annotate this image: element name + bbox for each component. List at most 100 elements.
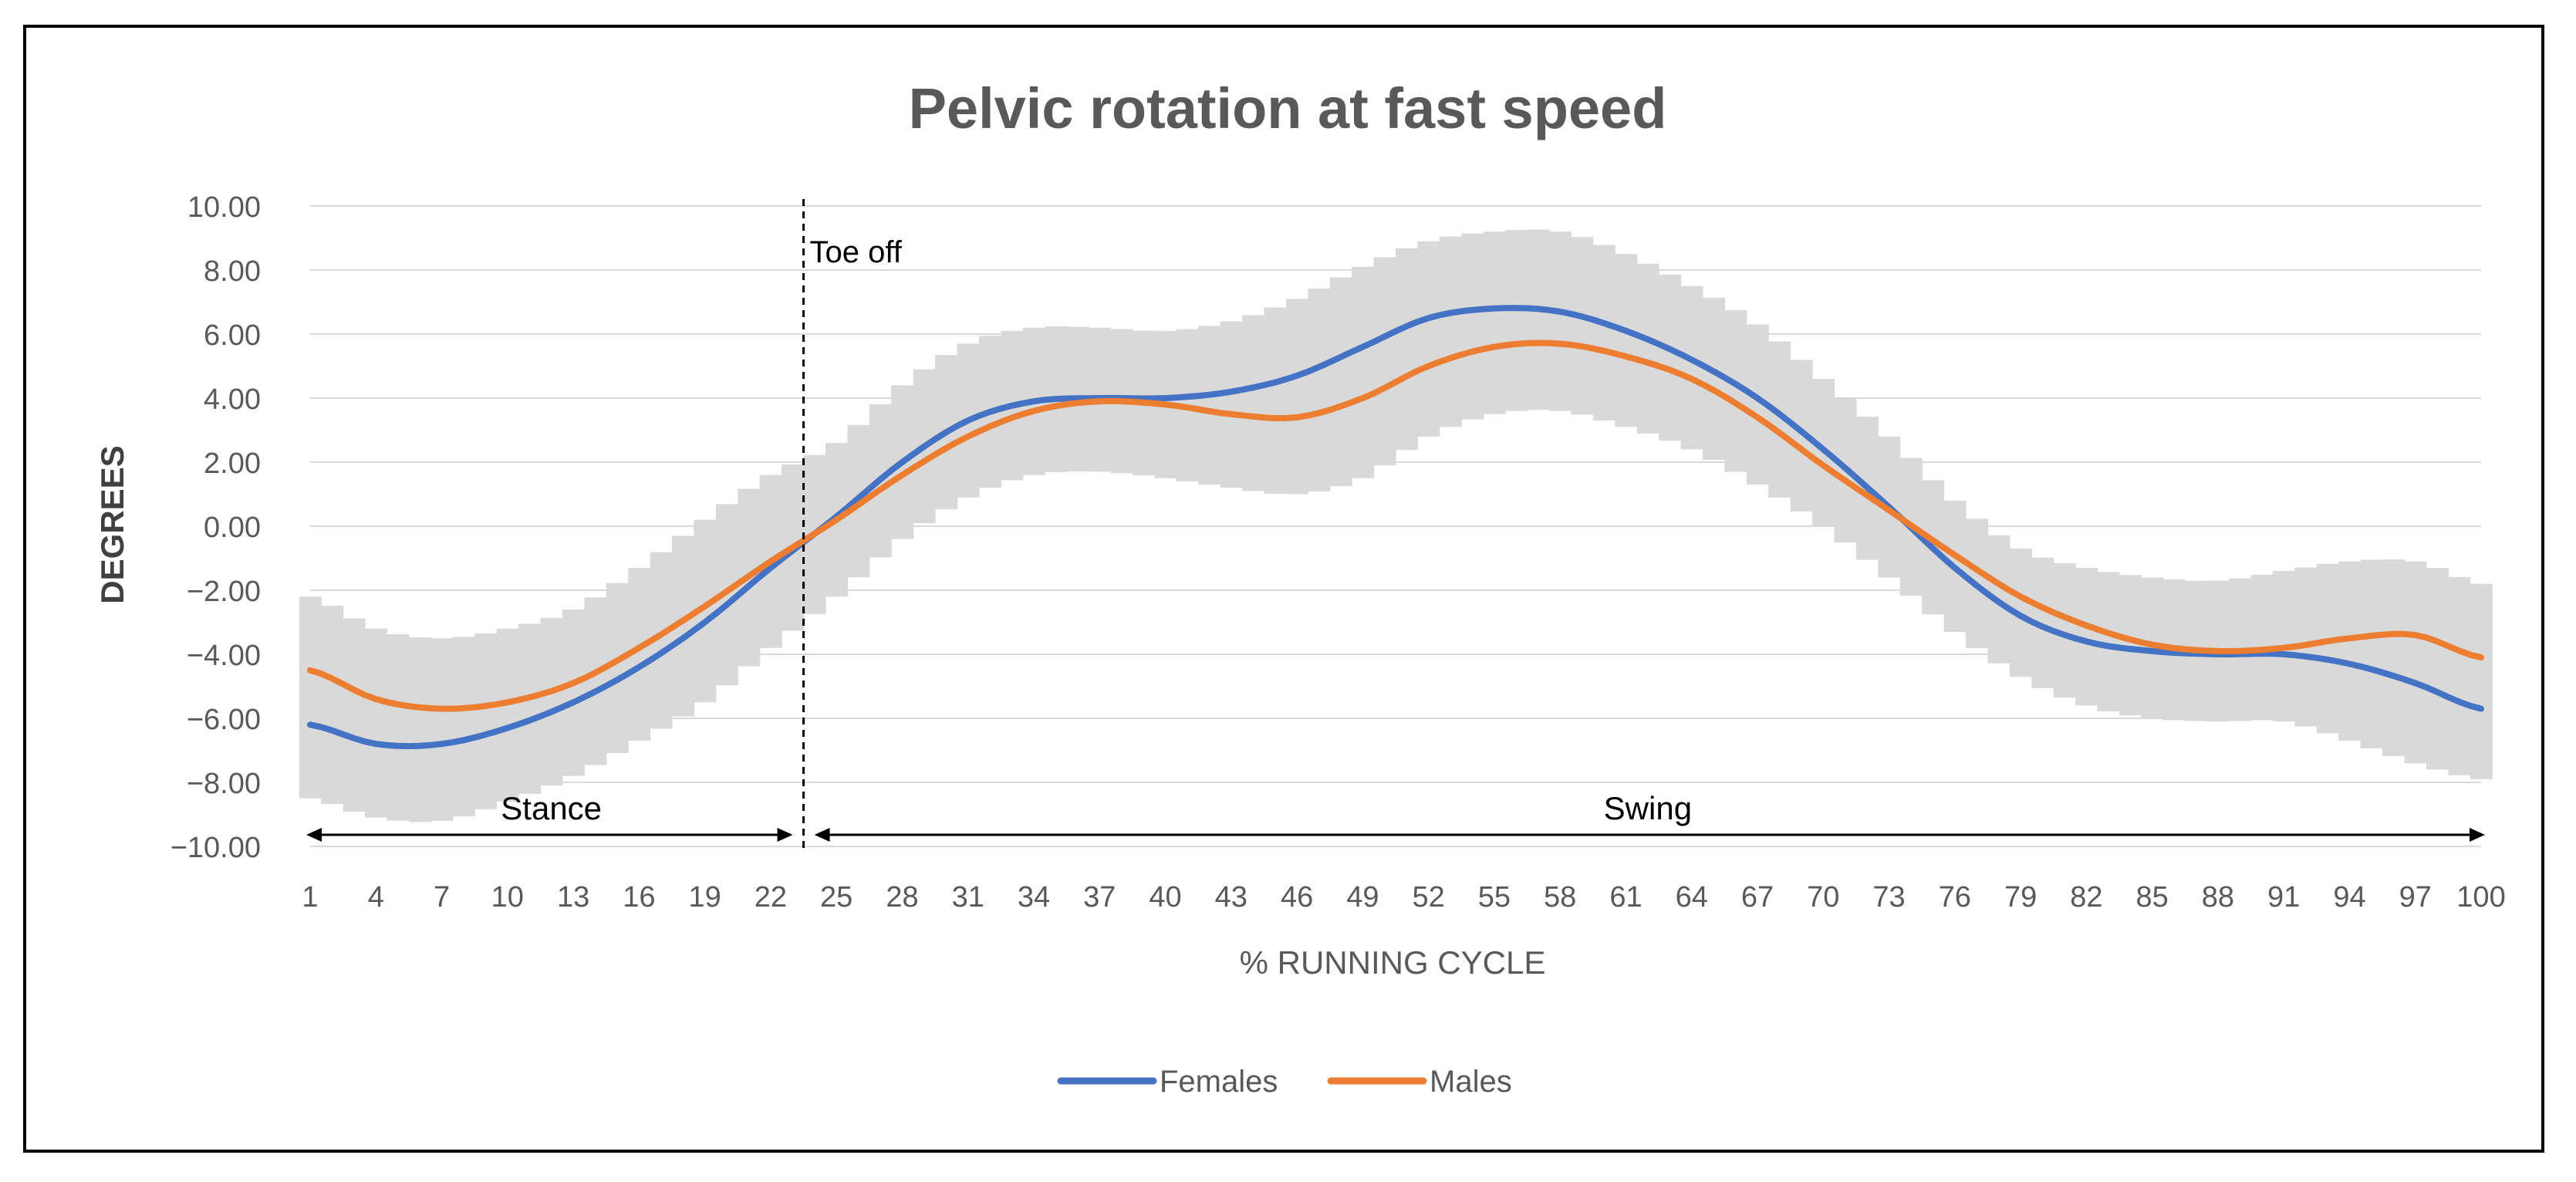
x-tick-label: 73 xyxy=(1872,881,1905,914)
band-bar xyxy=(1373,257,1396,466)
x-tick-label: 34 xyxy=(1018,881,1050,914)
band-bar xyxy=(562,609,585,776)
band-bar xyxy=(1264,307,1287,495)
series-line-males xyxy=(307,339,2484,712)
band-bar xyxy=(408,637,431,822)
y-tick-label: 4.00 xyxy=(204,383,261,416)
x-tick-label: 52 xyxy=(1412,881,1444,914)
stance-arrow-head-left xyxy=(306,828,322,842)
band-bar xyxy=(2404,561,2427,764)
band-bar xyxy=(1198,326,1221,485)
stance-arrow-head-right xyxy=(777,828,793,842)
x-tick-label: 22 xyxy=(755,881,787,914)
band-bar xyxy=(1527,229,1550,410)
x-tick-label: 79 xyxy=(2004,881,2037,914)
x-tick-label: 28 xyxy=(886,881,918,914)
band-bar xyxy=(1636,263,1659,434)
x-tick-label: 16 xyxy=(623,881,655,914)
band-bar xyxy=(540,617,563,785)
band-bar xyxy=(1571,237,1594,415)
band-bar xyxy=(1396,248,1419,451)
x-tick-label: 82 xyxy=(2070,881,2102,914)
band-bar xyxy=(584,597,607,765)
band-bar xyxy=(1483,231,1506,414)
band-bar xyxy=(518,623,542,794)
y-tick-label: −2.00 xyxy=(187,576,261,608)
x-tick-label: 64 xyxy=(1676,881,1708,914)
annotations: Toe off Stance Swing xyxy=(306,199,2485,849)
band-bar xyxy=(321,606,344,804)
y-tick-label: −8.00 xyxy=(187,768,261,800)
series-line-females xyxy=(307,305,2484,750)
band-bar xyxy=(299,596,322,799)
x-axis-label: % RUNNING CYCLE xyxy=(1240,944,1546,981)
swing-arrow-head-left xyxy=(814,828,830,842)
x-tick-label: 1 xyxy=(302,881,318,914)
swing-arrow-head-right xyxy=(2470,828,2485,842)
toe-off-label: Toe off xyxy=(810,235,903,269)
band-bar xyxy=(343,618,366,812)
x-tick-label: 49 xyxy=(1346,881,1379,914)
chart-title: Pelvic rotation at fast speed xyxy=(909,76,1667,140)
band-bar xyxy=(1352,266,1375,478)
band-bar xyxy=(1505,230,1528,411)
y-tick-label: 0.00 xyxy=(204,512,261,544)
x-tick-label: 88 xyxy=(2202,881,2234,914)
band-bar xyxy=(1548,231,1572,411)
x-tick-label: 10 xyxy=(491,881,524,914)
y-tick-label: −6.00 xyxy=(187,704,261,736)
y-tick-label: 2.00 xyxy=(204,447,261,480)
x-tick-label: 25 xyxy=(820,881,852,914)
x-tick-label: 58 xyxy=(1544,881,1576,914)
x-tick-label: 40 xyxy=(1149,881,1181,914)
band-bar xyxy=(2426,568,2449,770)
band-bar xyxy=(496,628,519,802)
band-bar xyxy=(1439,236,1462,427)
band-bar xyxy=(430,638,454,821)
band-bar xyxy=(2470,583,2493,779)
y-tick-label: 8.00 xyxy=(204,255,261,288)
x-tick-label: 76 xyxy=(1939,881,1971,914)
band-bar xyxy=(1417,241,1440,437)
x-tick-label: 61 xyxy=(1609,881,1642,914)
x-tick-labels: 1 4 7 10 13 16 19 22 25 28 31 34 37 40 43 46 49 52 55 58 61 6… xyxy=(302,881,2505,914)
x-tick-label: 85 xyxy=(2135,881,2168,914)
y-axis-label: DEGREES xyxy=(94,445,130,603)
legend-males-label: Males xyxy=(1430,1065,1512,1099)
band-bar xyxy=(1242,315,1265,491)
y-tick-label: −4.00 xyxy=(187,640,261,672)
x-tick-label: 4 xyxy=(368,881,384,914)
x-tick-label: 46 xyxy=(1281,881,1313,914)
x-tick-label: 67 xyxy=(1741,881,1774,914)
series-lines xyxy=(307,305,2484,750)
band-bar xyxy=(1308,289,1331,491)
x-tick-label: 31 xyxy=(952,881,984,914)
band-bar xyxy=(2448,577,2471,775)
band-bar xyxy=(2338,561,2362,741)
band-bar xyxy=(1592,245,1615,420)
stance-label: Stance xyxy=(501,790,602,826)
band-bar xyxy=(1329,277,1352,487)
band-bar xyxy=(1285,299,1308,495)
band-bar xyxy=(365,628,388,818)
x-tick-label: 70 xyxy=(1807,881,1839,914)
legend: Females Males xyxy=(1057,1065,1512,1099)
band-bar xyxy=(2360,559,2383,748)
band-bar xyxy=(474,633,498,809)
x-tick-label: 94 xyxy=(2333,881,2365,914)
x-tick-label: 55 xyxy=(1478,881,1511,914)
x-tick-label: 97 xyxy=(2399,881,2432,914)
band-bar xyxy=(1615,254,1638,427)
band-bar xyxy=(2316,563,2339,734)
y-tick-labels: 10.00 8.00 6.00 4.00 2.00 0.00 −2.00 −4.00 −6.00… xyxy=(170,191,261,864)
x-tick-label: 91 xyxy=(2267,881,2300,914)
y-tick-label: −10.00 xyxy=(170,832,261,864)
band-bar xyxy=(1220,321,1243,488)
x-tick-label: 43 xyxy=(1215,881,1247,914)
swing-label: Swing xyxy=(1604,790,1692,826)
y-tick-label: 6.00 xyxy=(204,319,261,352)
x-tick-label: 100 xyxy=(2456,881,2505,914)
band-bar xyxy=(387,634,410,821)
x-tick-label: 37 xyxy=(1083,881,1116,914)
x-tick-label: 13 xyxy=(557,881,589,914)
